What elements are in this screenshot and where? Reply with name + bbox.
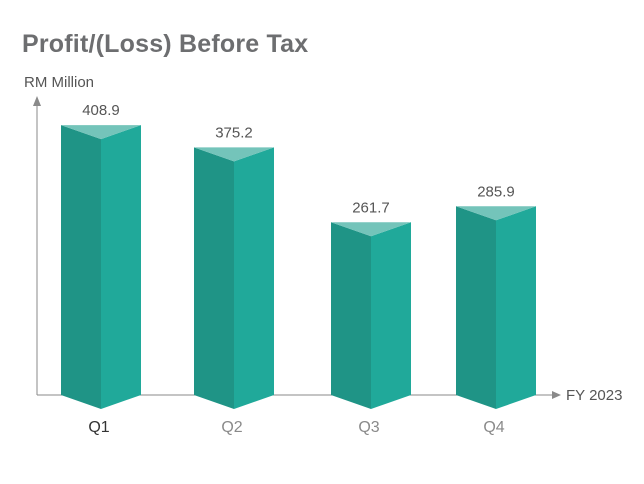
category-tick-label: Q2: [221, 419, 242, 436]
bar-top-face: [456, 206, 536, 221]
y-axis-arrow-icon: [33, 96, 41, 106]
category-tick-label: Q4: [483, 419, 504, 436]
bar-top-face: [61, 125, 141, 140]
bar-left-face: [194, 147, 234, 410]
bars-group: 408.9 Q1 375.2 Q2 261.7 Q3 285.9 Q4: [61, 102, 536, 436]
x-axis-arrow-icon: [552, 391, 561, 399]
bar-right-face: [371, 222, 411, 409]
data-label: 285.9: [477, 183, 515, 200]
category-tick-label: Q1: [88, 419, 109, 436]
bar-right-face: [101, 125, 141, 409]
data-label: 408.9: [82, 102, 120, 119]
bar-top-face: [331, 222, 411, 237]
y-axis-label: RM Million: [24, 74, 95, 91]
x-axis-label: FY 2023: [566, 387, 622, 404]
data-label: 261.7: [352, 199, 390, 216]
bar-right-face: [496, 206, 536, 409]
category-tick-label: Q3: [358, 419, 379, 436]
bar-right-face: [234, 147, 274, 410]
bar-left-face: [456, 206, 496, 409]
bar-left-face: [331, 222, 371, 409]
chart-title: Profit/(Loss) Before Tax: [22, 30, 309, 58]
bar-top-face: [194, 147, 274, 162]
bar-left-face: [61, 125, 101, 409]
data-label: 375.2: [215, 124, 253, 141]
